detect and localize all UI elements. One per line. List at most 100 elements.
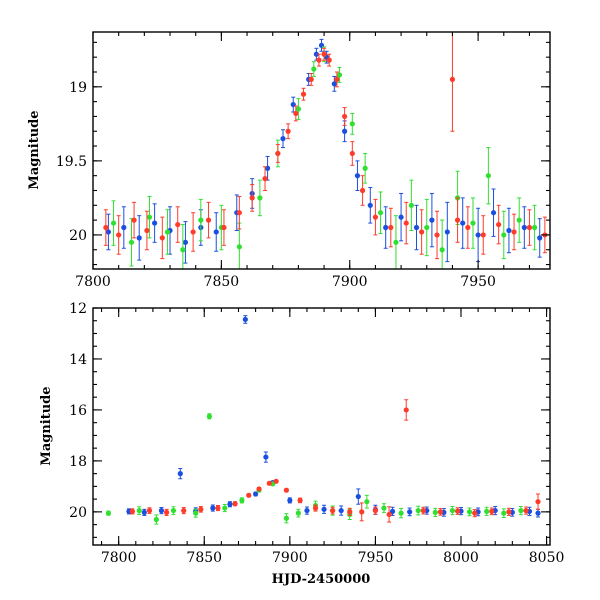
top-red-point: [144, 227, 150, 234]
top-red-point: [388, 224, 394, 231]
bottom-red-point: [386, 511, 392, 518]
bottom-plot-area: [105, 315, 541, 525]
bottom-red-point: [506, 509, 512, 515]
bottom-green-point: [239, 497, 245, 504]
top-red-point: [372, 214, 379, 220]
top-green-point: [236, 244, 242, 250]
bottom-red-point: [232, 501, 238, 507]
top-red-point: [434, 232, 440, 238]
bottom-blue-point: [177, 471, 183, 477]
top-ticks: 7800 7850 7900 7950 19 19.5 20: [56, 32, 550, 290]
bottom-red-point: [454, 508, 461, 514]
bottom-blue-point: [158, 507, 165, 514]
top-blue-point: [460, 220, 466, 226]
bottom-blue-point: [287, 497, 293, 504]
bottom-blue-point: [227, 501, 233, 507]
bottom-red-point: [472, 510, 478, 516]
bottom-green-point: [484, 508, 490, 514]
bottom-red-point: [273, 478, 279, 484]
top-red-point: [236, 210, 242, 216]
bottom-blue-point: [338, 507, 344, 514]
bottom-blue-point: [263, 454, 269, 460]
top-red-point: [526, 224, 533, 231]
bottom-red-point: [181, 507, 187, 514]
top-red-point: [300, 91, 307, 97]
top-series-blue: [105, 13, 543, 264]
top-green-point: [377, 210, 384, 216]
top-green-point: [128, 239, 135, 245]
top-y-tick-label: 20: [69, 228, 87, 244]
bottom-green-point: [193, 510, 199, 516]
top-red-point: [190, 229, 196, 235]
top-red-point: [403, 220, 409, 226]
bottom-ticks: 7800 7850 7900 7950 8000 8050 12 14 16 18 20: [69, 301, 564, 566]
bottom-red-point: [437, 509, 444, 515]
top-blue-point: [383, 224, 389, 231]
bottom-panel: 7800 7850 7900 7950 8000 8050 12 14 16 18 20 Magni…: [39, 301, 564, 587]
top-green-point: [439, 247, 445, 253]
top-blue-point: [521, 224, 527, 231]
top-red-point: [175, 221, 181, 228]
bottom-green-point: [398, 510, 404, 516]
bottom-x-tick-label: 8050: [529, 550, 565, 566]
top-red-point: [262, 176, 268, 182]
top-red-point: [465, 224, 471, 231]
bottom-green-point: [466, 509, 473, 515]
top-blue-point: [121, 224, 127, 231]
bottom-blue-point: [321, 506, 327, 512]
top-axis-frame: [92, 31, 551, 270]
top-green-point: [164, 229, 171, 235]
top-blue-point: [506, 227, 512, 234]
top-x-tick-label: 7900: [332, 274, 368, 290]
bottom-red-point: [198, 506, 204, 512]
top-red-point: [321, 51, 327, 57]
top-blue-point: [342, 128, 348, 134]
top-green-point: [311, 66, 317, 72]
top-blue-point: [213, 229, 219, 235]
top-red-point: [511, 229, 517, 235]
bottom-red-point: [246, 492, 252, 498]
bottom-x-axis-label: HJD-2450000: [272, 572, 371, 587]
bottom-red-point: [420, 507, 426, 514]
bottom-y-axis-label: Magnitude: [39, 386, 54, 465]
top-red-point: [131, 217, 137, 223]
top-red-point: [359, 187, 366, 194]
top-blue-point: [136, 235, 142, 241]
bottom-blue-point: [304, 507, 310, 514]
bottom-red-point: [215, 505, 221, 511]
top-red-point: [496, 221, 502, 228]
bottom-green-point: [381, 505, 387, 511]
top-blue-point: [398, 214, 404, 220]
top-x-tick-label: 7850: [204, 274, 240, 290]
top-red-point: [275, 150, 281, 157]
top-blue-point: [188, 13, 193, 18]
top-blue-point: [367, 202, 373, 208]
bottom-red-point: [403, 407, 409, 413]
top-green-point: [180, 247, 186, 253]
bottom-green-point: [518, 507, 524, 514]
bottom-green-point: [501, 510, 507, 516]
top-red-point: [449, 76, 456, 82]
bottom-red-point: [283, 487, 290, 493]
bottom-blue-point: [535, 510, 541, 516]
bottom-y-tick-label: 18: [69, 454, 87, 470]
bottom-red-point: [256, 486, 262, 492]
top-red-point: [334, 76, 340, 82]
bottom-green-point: [364, 499, 370, 505]
bottom-red-point: [163, 509, 170, 515]
bottom-green-point: [222, 505, 228, 511]
bottom-x-tick-label: 7950: [358, 550, 394, 566]
top-red-point: [349, 150, 355, 157]
top-x-tick-label: 7800: [75, 274, 111, 290]
bottom-y-tick-label: 16: [69, 403, 87, 419]
top-red-point: [205, 217, 212, 223]
top-green-point: [336, 72, 343, 78]
bottom-blue-point: [355, 493, 361, 500]
bottom-y-tick-label: 20: [69, 505, 87, 521]
bottom-series-blue: [126, 315, 541, 518]
top-green-point: [257, 195, 263, 201]
top-green-point: [146, 214, 153, 220]
bottom-x-tick-label: 8000: [443, 550, 479, 566]
bottom-green-point: [295, 510, 301, 516]
top-green-point: [516, 217, 522, 223]
